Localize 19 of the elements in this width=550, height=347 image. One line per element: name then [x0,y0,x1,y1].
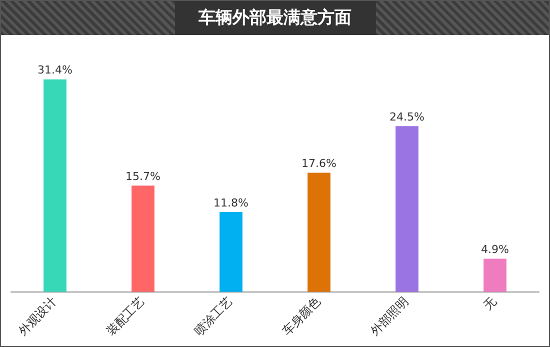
x-tick-label: 外部照明 [367,294,412,338]
bar [484,258,506,292]
bar [308,172,330,292]
bar [132,186,154,292]
data-label: 11.8% [214,196,248,210]
data-label: 31.4% [38,64,72,77]
bar [44,79,66,292]
data-label: 15.7% [126,170,160,183]
x-tick-label: 装配工艺 [103,294,148,338]
x-tick-label: 无 [480,294,500,313]
data-label: 24.5% [390,110,424,124]
data-label: 17.6% [302,157,336,170]
x-tick-label: 外观设计 [15,294,60,338]
bar [396,126,418,292]
data-label: 4.9% [481,243,509,256]
x-tick-label: 喷涂工艺 [191,294,236,338]
chart-title: 车辆外部最满意方面 [174,1,376,35]
x-tick-label: 车身颜色 [279,294,324,338]
bar [220,212,242,292]
